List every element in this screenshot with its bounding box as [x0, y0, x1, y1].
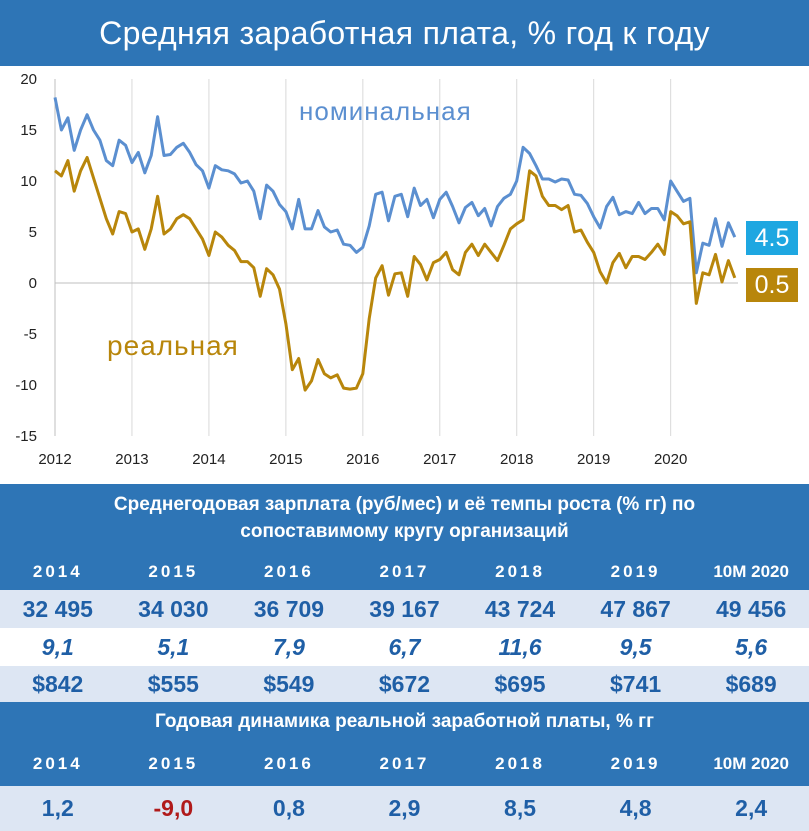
salary-growth-cell: 7,9: [272, 633, 305, 660]
y-tick-label: 10: [20, 173, 37, 190]
x-tick-label: 2019: [577, 451, 610, 468]
y-tick-label: -10: [15, 377, 37, 394]
salary-growth-cell: 9,1: [41, 633, 74, 660]
real-growth-years-row: 2014 2015 2016 2017 2018 2019 10M 2020: [0, 742, 809, 786]
real-growth-year-cell: 2015: [148, 754, 199, 773]
real-growth-value-cell: 4,8: [619, 795, 652, 821]
line-chart: 20 15 10 5 0 -5 -10 -15 2012 2013 2014 2015 2016 2017…: [5, 66, 804, 480]
salary-growth-cell: 5,6: [735, 633, 768, 660]
page-title: Средняя заработная плата, % год к году: [0, 0, 809, 66]
salary-usd-cell: $672: [378, 670, 431, 697]
real-growth-value-cell: 2,4: [735, 795, 768, 821]
real-growth-year-cell: 2014: [32, 754, 83, 773]
real-growth-value-cell: -9,0: [153, 795, 194, 821]
salary-year-cell: 2016: [263, 562, 314, 581]
real-growth-year-cell: 2017: [379, 754, 430, 773]
real-growth-table-header: Годовая динамика реальной заработной пла…: [0, 702, 809, 742]
x-tick-label: 2013: [115, 451, 148, 468]
salary-rub-cell: 36 709: [253, 595, 325, 622]
real-growth-value-cell: 2,9: [388, 795, 421, 821]
y-tick-label: -5: [24, 326, 37, 343]
salary-usd-cell: $549: [263, 670, 315, 697]
x-tick-label: 2015: [269, 451, 302, 468]
real-growth-year-cell: 10M 2020: [713, 754, 789, 773]
salary-growth-cell: 11,6: [498, 633, 542, 660]
real-growth-year-cell: 2016: [263, 754, 314, 773]
real-growth-table-title: Годовая динамика реальной заработной пла…: [155, 710, 654, 732]
salary-year-cell: 2019: [610, 562, 661, 581]
real-series-line: [54, 156, 737, 392]
salary-year-cell: 2015: [148, 562, 199, 581]
real-growth-year-cell: 2019: [610, 754, 661, 773]
nominal-series-label: номинальная: [299, 96, 472, 126]
real-series-label: реальная: [107, 330, 239, 361]
salary-table-header: Среднегодовая зарплата (руб/мес) и её те…: [0, 484, 809, 554]
salary-growth-cell: 6,7: [388, 633, 421, 660]
salary-usd-cell: $555: [147, 670, 199, 697]
y-tick-label: -15: [15, 428, 37, 445]
salary-growth-cell: 9,5: [619, 633, 652, 660]
salary-year-cell: 2018: [495, 562, 545, 581]
real-growth-value-cell: 0,8: [272, 795, 305, 821]
salary-usd-cell: $741: [610, 670, 662, 697]
salary-rub-cell: 34 030: [138, 595, 209, 622]
salary-year-cell: 2017: [379, 562, 430, 581]
y-tick-label: 20: [20, 71, 37, 88]
salary-table-title: Среднегодовая зарплата (руб/мес) и её те…: [113, 494, 696, 542]
y-tick-label: 15: [20, 122, 37, 139]
nominal-last-value-badge: 4.5: [746, 221, 798, 255]
salary-table-years-row: 2014 2015 2016 2017 2018 2019 10M 2020: [0, 554, 809, 590]
x-tick-label: 2012: [38, 451, 71, 468]
salary-year-cell: 2014: [32, 562, 83, 581]
salary-rub-cell: 32 495: [22, 595, 93, 622]
x-tick-label: 2017: [423, 451, 456, 468]
salary-rub-cell: 49 456: [715, 595, 787, 622]
y-tick-label: 0: [29, 275, 37, 292]
x-tick-label: 2014: [192, 451, 225, 468]
real-growth-value-cell: 1,2: [41, 795, 74, 821]
salary-table-growth-row: 9,1 5,1 7,9 6,7 11,6 9,5 5,6: [0, 628, 809, 666]
x-tick-label: 2020: [654, 451, 687, 468]
salary-usd-cell: $695: [494, 670, 546, 697]
salary-usd-cell: $842: [32, 670, 84, 697]
salary-year-cell: 10M 2020: [713, 562, 789, 581]
real-growth-value-cell: 8,5: [504, 795, 537, 821]
salary-growth-cell: 5,1: [157, 633, 190, 660]
real-last-value-badge: 0.5: [746, 268, 798, 302]
salary-usd-cell: $689: [725, 670, 777, 697]
salary-rub-cell: 47 867: [600, 595, 671, 622]
real-growth-year-cell: 2018: [495, 754, 545, 773]
nominal-series-line: [53, 97, 737, 275]
real-growth-values-row: 1,2 -9,0 0,8 2,9 8,5 4,8 2,4: [0, 786, 809, 831]
x-tick-label: 2016: [346, 451, 379, 468]
salary-rub-cell: 39 167: [369, 595, 440, 622]
y-tick-label: 5: [29, 224, 37, 241]
salary-rub-cell: 43 724: [484, 595, 556, 622]
x-tick-label: 2018: [500, 451, 533, 468]
salary-table-usd-row: $842 $555 $549 $672 $695 $741 $689: [0, 666, 809, 702]
salary-table-rub-row: 32 495 34 030 36 709 39 167 43 724 47 867 49 4…: [0, 590, 809, 628]
